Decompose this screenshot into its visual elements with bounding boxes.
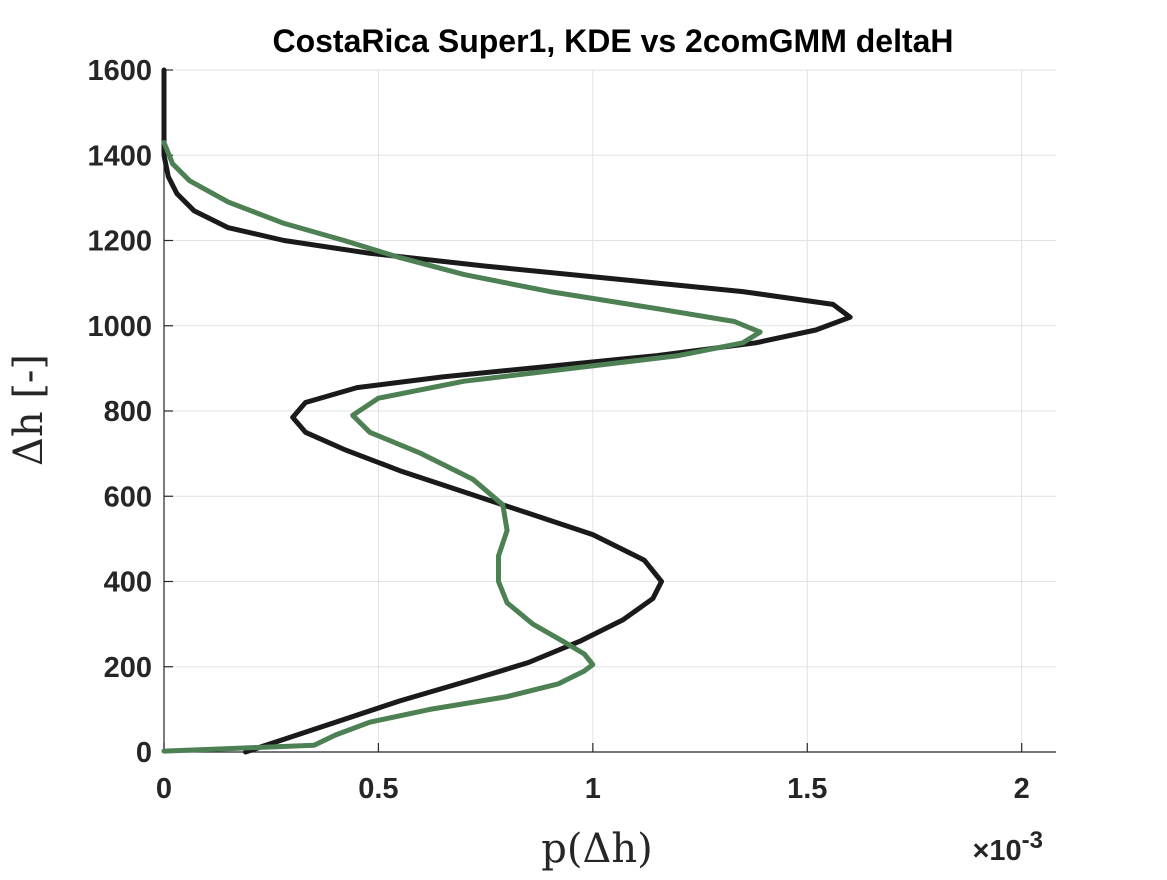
y-tick-label-2: 400 <box>104 567 152 599</box>
y-tick-label-1: 200 <box>104 652 152 684</box>
x-axis-label: p(Δh) <box>541 826 652 872</box>
series-line-1 <box>161 67 853 755</box>
y-tick-label-7: 1400 <box>87 140 152 172</box>
y-tick-label-6: 1200 <box>87 226 152 258</box>
chart-labels: CostaRica Super1, KDE vs 2comGMM deltaH … <box>6 23 1043 872</box>
axes: 0 0.5 1 1.5 2 0 200 400 600 800 1000 1200 1400 1600 <box>87 55 1056 805</box>
series-line-2 <box>161 140 763 754</box>
series-lines <box>161 67 853 755</box>
x-axis-exponent: ×10-3 <box>972 827 1043 867</box>
x-tick-label-3: 1.5 <box>787 773 827 805</box>
y-tick-label-0: 0 <box>136 737 152 769</box>
x-tick-label-0: 0 <box>156 773 172 805</box>
x-axis-exponent-base: ×10 <box>972 835 1021 867</box>
y-tick-label-5: 1000 <box>87 311 152 343</box>
y-tick-label-8: 1600 <box>87 55 152 87</box>
y-axis-label: Δh [-] <box>6 354 52 466</box>
x-tick-label-1: 0.5 <box>358 773 398 805</box>
chart-title: CostaRica Super1, KDE vs 2comGMM deltaH <box>272 23 953 59</box>
y-tick-label-3: 600 <box>104 481 152 513</box>
grid <box>164 69 1056 752</box>
x-tick-label-2: 1 <box>585 773 601 805</box>
x-axis-exponent-power: -3 <box>1022 827 1043 854</box>
x-tick-label-4: 2 <box>1014 773 1030 805</box>
y-tick-label-4: 800 <box>104 396 152 428</box>
